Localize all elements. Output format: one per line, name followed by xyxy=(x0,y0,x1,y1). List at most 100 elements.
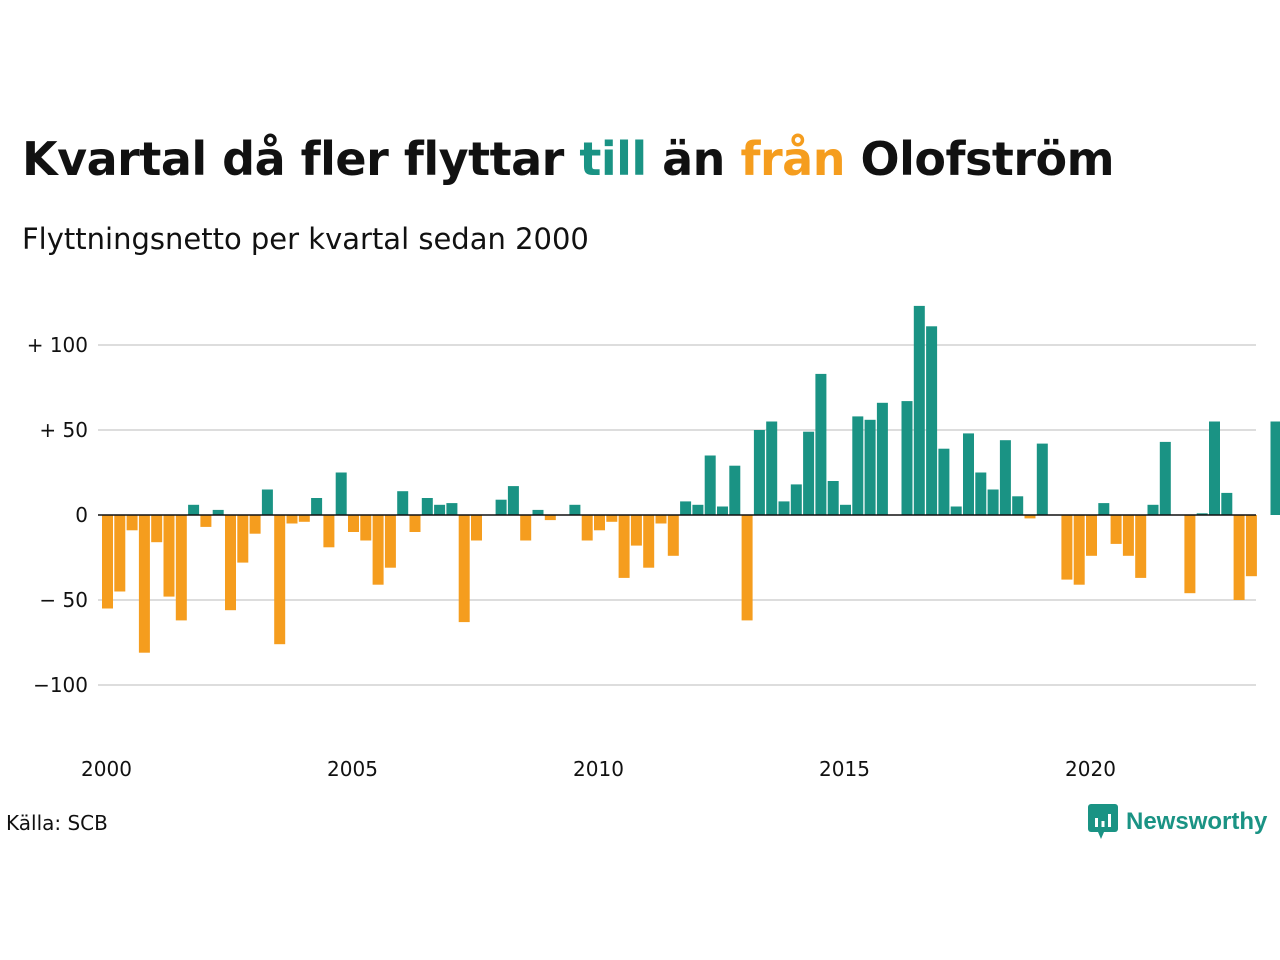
bar-2006-q4 xyxy=(434,504,446,515)
bar-2007-q3 xyxy=(471,515,482,541)
title-part-2: än xyxy=(646,132,741,186)
bar-2005-q1 xyxy=(348,515,359,532)
bar-2000-q3 xyxy=(126,515,138,531)
bar-2004-q4 xyxy=(335,472,347,515)
bar-2012-q1 xyxy=(692,504,704,515)
bar-2005-q4 xyxy=(384,515,396,568)
bar-2003-q3 xyxy=(274,515,286,645)
bar-2001-q2 xyxy=(163,515,175,597)
bar-2011-q3 xyxy=(667,515,679,556)
bar-2017-q4 xyxy=(975,472,987,515)
bar-2016-q3 xyxy=(913,305,925,515)
bar-2010-q1 xyxy=(594,515,605,531)
bar-2008-q1 xyxy=(495,499,507,515)
bar-2011-q2 xyxy=(655,515,667,524)
chart-title: Kvartal då fler flyttar till än från Olo… xyxy=(22,132,1115,186)
bar-2010-q3 xyxy=(618,515,630,578)
bar-2023-q1 xyxy=(1233,515,1245,600)
bar-2015-q3 xyxy=(864,419,876,515)
bar-chart: + 100 + 50 0 − 50 −100 2000 2005 2010 2015 2020 xyxy=(27,305,1280,781)
y-tick-label: −100 xyxy=(33,673,88,697)
bar-2016-q4 xyxy=(926,326,938,515)
bar-2004-q1 xyxy=(298,515,310,522)
bar-2015-q1 xyxy=(840,504,851,515)
bar-2000-q1 xyxy=(102,515,113,609)
bar-2023-q2 xyxy=(1245,515,1257,577)
bar-2020-q3 xyxy=(1110,515,1122,544)
bar-2019-q4 xyxy=(1073,515,1085,585)
bar-2022-q4 xyxy=(1221,492,1233,515)
bar-2002-q2 xyxy=(212,509,224,515)
bar-2009-q1 xyxy=(544,515,556,521)
bar-2012-q3 xyxy=(717,506,728,515)
title-till: till xyxy=(579,132,647,186)
bar-2006-q3 xyxy=(421,498,433,515)
y-tick-label: − 50 xyxy=(39,588,88,612)
bar-2022-q1 xyxy=(1184,515,1196,594)
bar-2013-q3 xyxy=(766,421,778,515)
bar-2017-q1 xyxy=(938,448,950,515)
bar-2013-q1 xyxy=(741,515,753,621)
bar-2015-q2 xyxy=(852,416,864,515)
y-tick-label: 0 xyxy=(75,503,88,527)
bar-2016-q2 xyxy=(901,401,913,515)
bar-2000-q4 xyxy=(138,515,150,653)
bar-2008-q4 xyxy=(532,509,544,515)
x-tick-label: 2020 xyxy=(1065,757,1116,781)
bar-2007-q1 xyxy=(446,503,458,515)
bar-2003-q2 xyxy=(261,489,273,515)
bar-2019-q3 xyxy=(1061,515,1073,580)
bar-2001-q1 xyxy=(151,515,163,543)
bar-2021-q1 xyxy=(1135,515,1147,578)
x-axis-ticks: 2000 2005 2010 2015 2020 xyxy=(81,757,1116,781)
x-tick-label: 2015 xyxy=(819,757,870,781)
bar-2001-q4 xyxy=(188,504,200,515)
bar-2008-q3 xyxy=(520,515,532,541)
bar-2019-q1 xyxy=(1036,443,1048,515)
bar-2011-q4 xyxy=(680,501,692,515)
x-tick-label: 2005 xyxy=(327,757,378,781)
bar-2008-q2 xyxy=(507,486,519,515)
bar-2004-q2 xyxy=(311,498,323,515)
bar-2020-q1 xyxy=(1086,515,1097,556)
title-part-3: Olofström xyxy=(844,132,1115,186)
bar-2014-q3 xyxy=(815,373,827,515)
bar-2020-q4 xyxy=(1122,515,1134,556)
bar-2001-q3 xyxy=(175,515,187,621)
bar-2014-q2 xyxy=(803,431,815,515)
y-axis-ticks: + 100 + 50 0 − 50 −100 xyxy=(27,333,88,697)
bar-2022-q3 xyxy=(1209,421,1220,515)
source-note: Källa: SCB xyxy=(6,811,108,835)
gridlines xyxy=(98,344,1256,686)
bar-2013-q4 xyxy=(778,501,790,515)
bar-2003-q1 xyxy=(249,515,261,534)
bar-2018-q3 xyxy=(1012,496,1024,515)
y-tick-label: + 100 xyxy=(27,333,88,357)
newsworthy-logo-icon xyxy=(1088,804,1118,839)
y-tick-label: + 50 xyxy=(39,418,88,442)
bar-2002-q1 xyxy=(200,515,212,527)
bar-2002-q3 xyxy=(225,515,236,611)
bar-2009-q3 xyxy=(569,504,581,515)
title-fran: från xyxy=(740,132,845,186)
title-part-1: Kvartal då fler flyttar xyxy=(22,132,580,186)
bar-2018-q2 xyxy=(999,440,1011,515)
bar-2012-q4 xyxy=(729,465,741,515)
chart-subtitle: Flyttningsnetto per kvartal sedan 2000 xyxy=(22,222,589,256)
bar-2018-q1 xyxy=(987,489,999,515)
bar-2023-q4 xyxy=(1270,421,1280,515)
x-tick-label: 2010 xyxy=(573,757,624,781)
bar-2022-q2 xyxy=(1196,513,1208,515)
x-tick-label: 2000 xyxy=(81,757,132,781)
bar-2021-q2 xyxy=(1147,504,1159,515)
bar-2014-q4 xyxy=(827,481,839,515)
bar-2017-q3 xyxy=(963,433,974,515)
newsworthy-logo[interactable]: Newsworthy xyxy=(1088,804,1267,840)
bar-2013-q2 xyxy=(753,430,765,515)
bar-2005-q2 xyxy=(360,515,372,541)
bar-2010-q2 xyxy=(606,515,618,522)
bars xyxy=(102,305,1280,653)
bar-2006-q1 xyxy=(397,491,409,515)
bar-2000-q2 xyxy=(114,515,126,592)
bar-2005-q3 xyxy=(372,515,384,585)
